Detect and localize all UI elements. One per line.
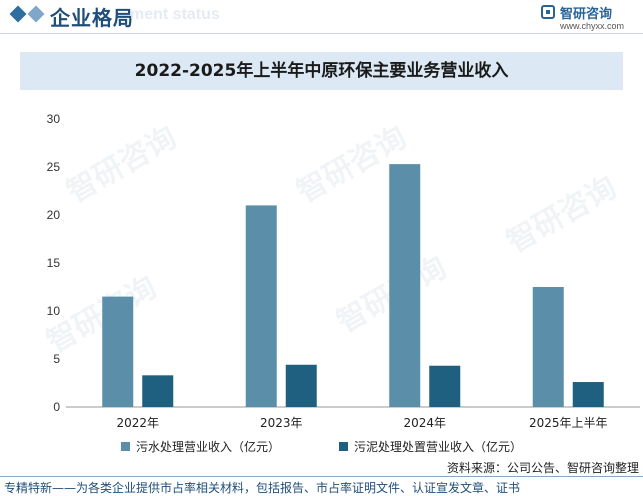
y-tick-label: 30: [47, 112, 61, 126]
y-tick-label: 0: [53, 400, 60, 414]
bar-sludge: [429, 365, 461, 407]
legend-item-sewage: 污水处理营业收入（亿元）: [121, 437, 280, 455]
x-tick-label: 2023年: [260, 416, 303, 430]
page-header: 企业格局 ment status 智研咨询 www.chyxx.com: [0, 0, 643, 38]
footer-divider: [0, 476, 643, 477]
x-tick-label: 2025年上半年: [529, 416, 608, 430]
bar-sludge: [572, 382, 604, 407]
legend-label: 污水处理营业收入（亿元）: [136, 439, 281, 454]
bar-sewage: [102, 296, 134, 407]
legend-swatch: [339, 441, 348, 451]
y-tick-label: 25: [47, 160, 61, 174]
brand-logo: 智研咨询 www.chyxx.com: [541, 3, 633, 35]
chart-legend: 污水处理营业收入（亿元） 污泥处理处置营业收入（亿元）: [0, 437, 643, 455]
data-source: 资料来源：公司公告、智研咨询整理: [446, 461, 639, 475]
legend-swatch: [121, 441, 130, 451]
section-subtitle-ghost: ment status: [130, 6, 220, 23]
y-tick-label: 10: [47, 304, 61, 318]
x-tick-label: 2024年: [403, 416, 446, 430]
section-title: 企业格局: [50, 6, 134, 30]
logo-icon: [541, 5, 555, 19]
bar-sludge: [285, 364, 317, 407]
logo-url: www.chyxx.com: [560, 21, 625, 31]
bar-sewage: [245, 205, 277, 407]
bar-sludge: [142, 375, 174, 407]
x-tick-label: 2022年: [116, 416, 159, 430]
bar-sewage: [532, 287, 564, 407]
y-tick-label: 15: [47, 256, 61, 270]
logo-name: 智研咨询: [560, 7, 613, 22]
bar-sewage: [389, 164, 421, 407]
header-divider: [0, 33, 643, 34]
footer-text: 专精特新——为各类企业提供市占率相关材料，包括报告、市占率证明文件、认证宣发文章…: [4, 481, 521, 495]
chart-title: 2022-2025年上半年中原环保主要业务营业收入: [134, 61, 509, 81]
legend-item-sludge: 污泥处理处置营业收入（亿元）: [339, 437, 522, 455]
legend-label: 污泥处理处置营业收入（亿元）: [354, 439, 523, 454]
chart-title-band: 2022-2025年上半年中原环保主要业务营业收入: [20, 52, 623, 90]
y-tick-label: 20: [47, 208, 61, 222]
y-tick-label: 5: [53, 352, 60, 366]
